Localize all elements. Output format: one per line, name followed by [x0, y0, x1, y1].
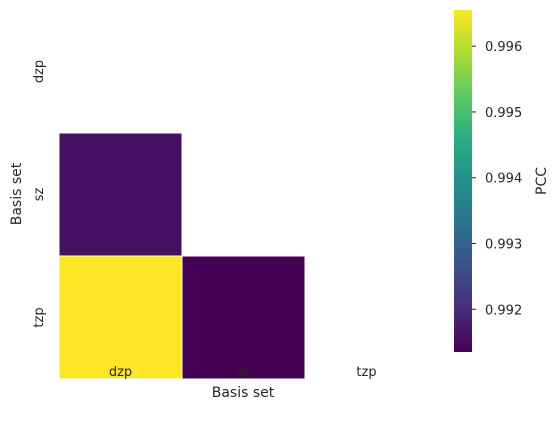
- y-tick-label-sz: sz: [32, 188, 47, 202]
- colorbar: [454, 10, 472, 352]
- colorbar-tick-label: 0.995: [485, 106, 522, 121]
- heatmap-cell-tzp-dzp: [58, 255, 183, 380]
- y-tick-labels: dzp sz tzp: [32, 60, 47, 328]
- y-tick-label-tzp: tzp: [32, 307, 47, 327]
- x-tick-label-tzp: tzp: [356, 365, 376, 380]
- x-tick-label-dzp: dzp: [109, 365, 132, 380]
- colorbar-ticks: 0.992 0.993 0.994 0.995 0.996: [472, 40, 522, 318]
- colorbar-tick-label: 0.993: [485, 237, 522, 252]
- y-axis-label: Basis set: [9, 162, 25, 225]
- colorbar-tick-label: 0.996: [485, 40, 522, 55]
- colorbar-tick-label: 0.992: [485, 303, 522, 318]
- colorbar-label: PCC: [534, 167, 550, 195]
- heatmap-cell-tzp-sz: [181, 255, 306, 380]
- x-tick-label-sz: sz: [237, 365, 251, 380]
- y-tick-label-dzp: dzp: [32, 60, 47, 83]
- colorbar-tick-label: 0.994: [485, 172, 522, 187]
- heatmap-cell-sz-dzp: [58, 132, 183, 257]
- x-tick-labels: dzp sz tzp: [109, 365, 377, 380]
- heatmap-cells: [58, 132, 306, 380]
- x-axis-label: Basis set: [212, 385, 275, 401]
